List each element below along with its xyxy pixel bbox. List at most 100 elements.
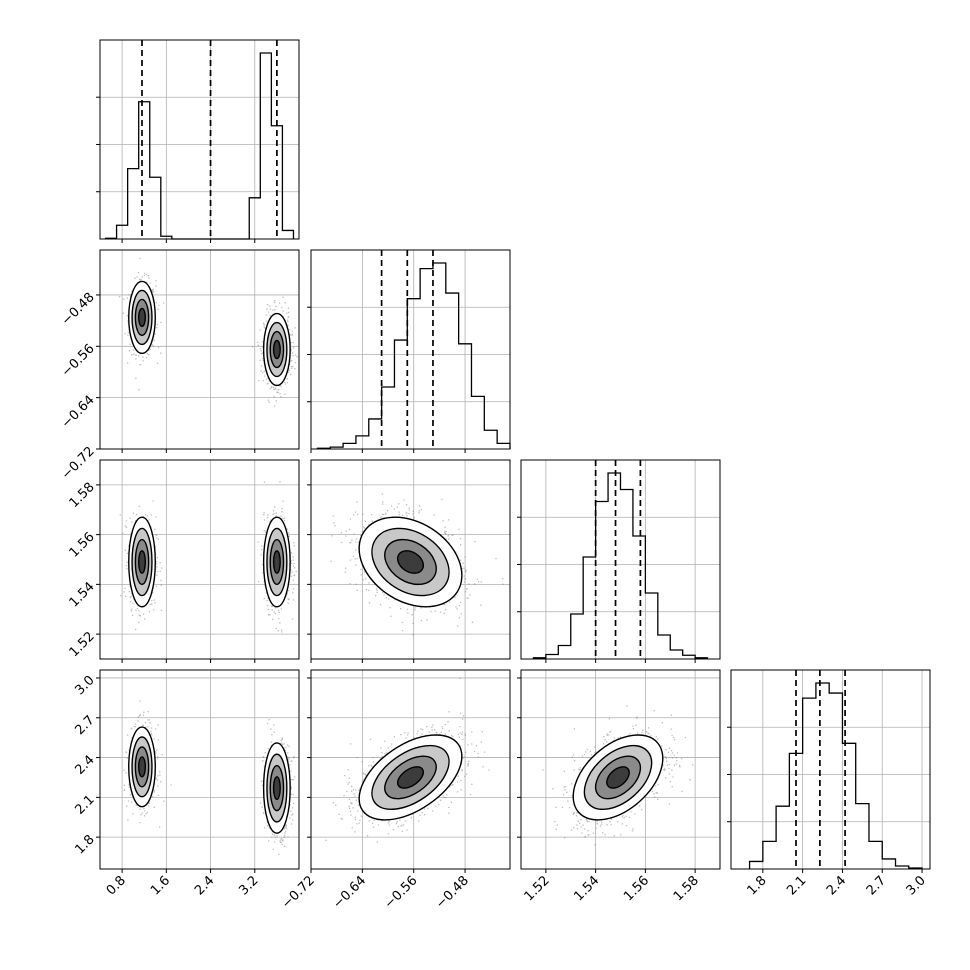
x-tick-label: 1.56 <box>621 873 652 904</box>
scatter-panel-p1-p3: −0.72 −0.64 −0.56 −0.48 <box>279 669 511 912</box>
y-tick-label: 1.56 <box>67 530 98 561</box>
x-tick-label: −0.48 <box>433 873 472 912</box>
panel-border <box>310 249 511 450</box>
y-tick-label: −0.48 <box>59 290 98 329</box>
contour-line <box>266 527 288 597</box>
x-tick-label: 2.7 <box>864 873 889 898</box>
y-tick-label: 2.1 <box>72 792 97 817</box>
scatter-content <box>123 700 296 855</box>
x-tick-label: 0.8 <box>104 873 129 898</box>
scatter-panel-p2-p3: 1.52 1.54 1.56 1.58 <box>517 669 721 904</box>
contour-line <box>262 742 291 834</box>
y-tick-label: 1.52 <box>67 629 98 660</box>
contour-line <box>134 746 150 788</box>
density-level <box>273 776 281 800</box>
contour-line <box>128 726 156 808</box>
scatter-content <box>542 705 694 846</box>
contour-line <box>128 280 156 355</box>
contour-line <box>272 776 281 801</box>
scatter-content <box>119 481 299 633</box>
x-tick-label: 1.6 <box>148 873 173 898</box>
histogram-panel-p1 <box>307 249 511 453</box>
contour-line <box>137 756 147 778</box>
scatter-content <box>118 257 298 407</box>
scatter-panel-p0-p2: 1.52 1.54 1.56 1.58 <box>67 459 300 663</box>
contour-line <box>131 736 153 798</box>
density-level <box>138 550 146 574</box>
y-tick-label: −0.56 <box>59 341 98 380</box>
panel-background <box>731 670 930 869</box>
y-tick-label: 1.58 <box>67 480 98 511</box>
panel-background <box>311 250 510 449</box>
panel-border <box>99 39 300 240</box>
panel-border <box>730 669 931 870</box>
panel-border <box>310 669 511 870</box>
y-tick-label: −0.64 <box>59 393 98 432</box>
contour-line <box>396 550 425 574</box>
scatter-panel-p0-p1: −0.72 −0.64 −0.56 −0.48 <box>59 249 300 483</box>
histogram-panel-p2 <box>517 459 721 663</box>
contour-line <box>137 550 147 574</box>
scatter-panel-p0-p3: 0.8 1.6 2.4 3.2 1.8 2.1 2.4 2.7 3.0 <box>72 669 300 898</box>
contour-line <box>134 298 150 337</box>
x-tick-label: −0.56 <box>382 873 421 912</box>
density-level <box>397 550 424 574</box>
contour-line <box>269 764 285 812</box>
contour-line <box>396 766 425 789</box>
histogram-outline <box>532 472 709 659</box>
x-tick-label: 2.1 <box>784 873 809 898</box>
contour-line <box>358 516 463 608</box>
contour-line <box>134 538 150 586</box>
x-tick-label: 2.4 <box>824 873 849 898</box>
contour-line <box>384 538 437 586</box>
panel-background <box>100 40 299 239</box>
x-tick-label: −0.72 <box>279 873 318 912</box>
y-tick-label: 2.4 <box>72 753 97 778</box>
x-tick-label: −0.64 <box>330 873 369 912</box>
contour-line <box>594 755 642 800</box>
contour-line <box>572 734 664 821</box>
x-tick-label: 3.0 <box>904 873 929 898</box>
contour-line <box>128 516 156 608</box>
panel-border <box>99 669 300 870</box>
density-level <box>273 340 281 359</box>
y-tick-label: 1.54 <box>67 579 98 610</box>
scatter-panel-p1-p2 <box>307 459 511 663</box>
x-tick-label: 1.54 <box>571 873 602 904</box>
panel-border <box>99 459 300 660</box>
x-tick-label: 1.8 <box>744 873 769 898</box>
contour-line <box>131 289 153 346</box>
y-tick-label: 3.0 <box>72 673 97 698</box>
contour-line <box>137 307 147 328</box>
contour-line <box>131 527 153 597</box>
panel-background <box>521 460 720 659</box>
contour-line <box>266 321 288 378</box>
y-tick-label: −0.72 <box>59 444 98 483</box>
contour-line <box>262 312 291 387</box>
histogram-outline <box>316 262 511 449</box>
density-level <box>397 766 424 789</box>
contour-line <box>384 755 437 800</box>
density-level <box>273 550 281 574</box>
histogram-outline <box>748 682 923 869</box>
histogram-panel-p0 <box>96 39 300 243</box>
scatter-content <box>330 493 504 636</box>
x-tick-label: 1.58 <box>671 873 702 904</box>
contour-line <box>269 538 285 586</box>
contour-line <box>358 734 463 821</box>
x-tick-label: 3.2 <box>236 873 261 898</box>
scatter-content <box>325 677 490 843</box>
histogram-panel-p3: 1.8 2.1 2.4 2.7 3.0 <box>727 669 931 898</box>
contour-line <box>583 744 653 810</box>
contour-line <box>262 516 291 608</box>
x-tick-label: 2.4 <box>192 873 217 898</box>
panel-border <box>310 459 511 660</box>
y-tick-label: 1.8 <box>72 832 97 857</box>
density-level <box>138 308 146 327</box>
panel-border <box>520 669 721 870</box>
contour-line <box>272 339 281 360</box>
contour-line <box>371 744 450 810</box>
panel-border <box>520 459 721 660</box>
x-tick-label: 1.52 <box>522 873 553 904</box>
